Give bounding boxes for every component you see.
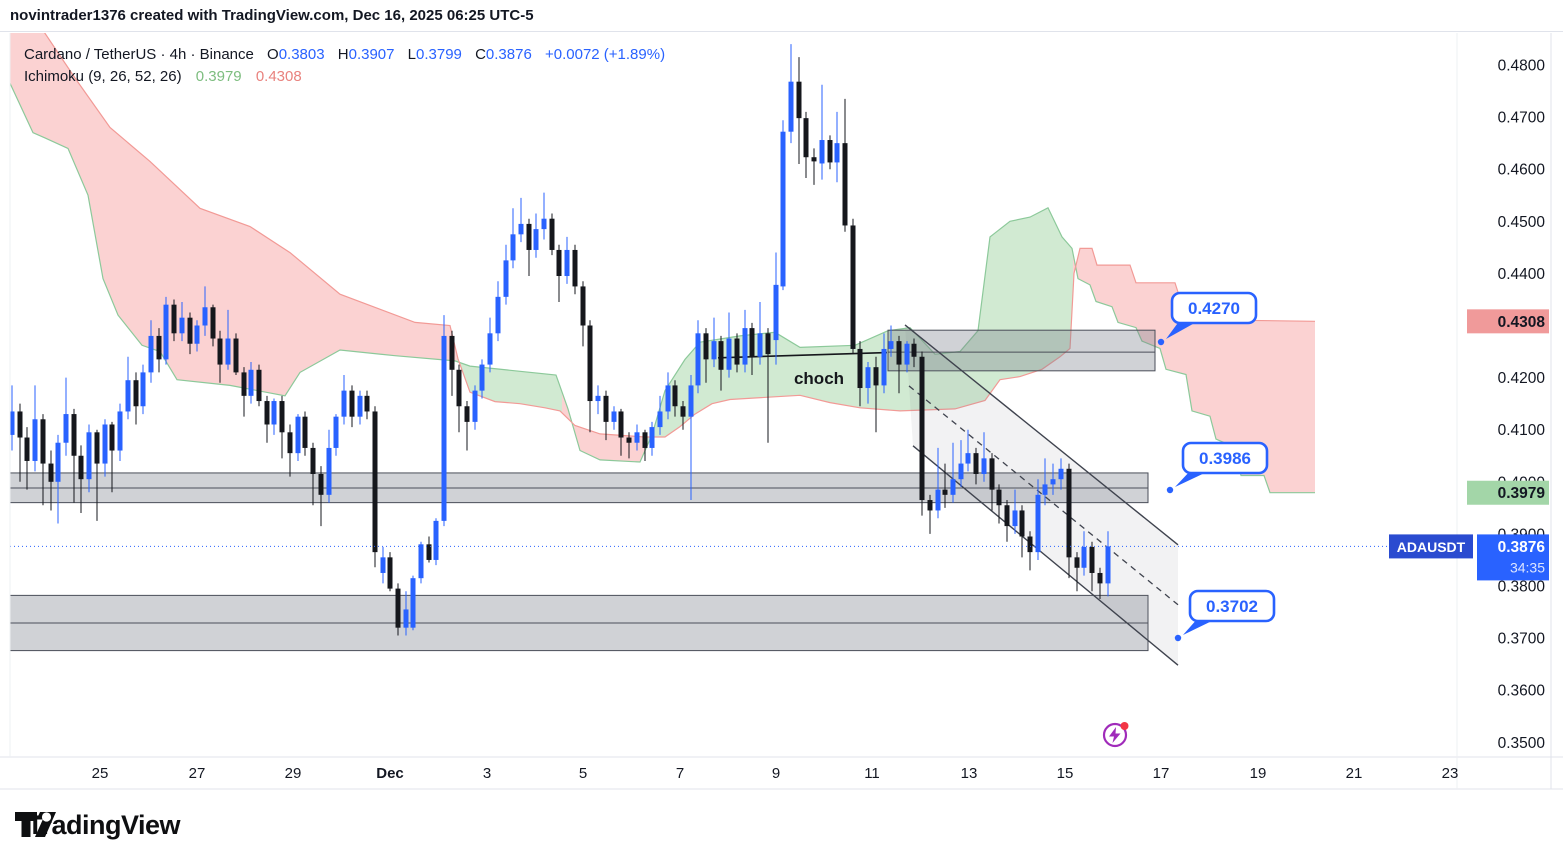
callout-price-text: 0.3702 [1206,597,1258,616]
plot-area[interactable]: choch [10,0,1458,666]
attribution-text: novintrader1376 created with TradingView… [10,7,534,24]
price-tick-0.4200: 0.4200 [1498,370,1546,387]
channel-upper-line [904,324,1179,546]
supply-zone[interactable] [887,329,1156,372]
senkou-b-value: 0.4308 [255,68,302,85]
time-tick-27: 27 [189,765,206,782]
price-axis[interactable]: 0.4800 0.4700 0.4600 0.4500 0.4400 0.4200 0.41… [1498,58,1546,752]
price-tick-0.4100: 0.4100 [1498,422,1546,439]
cloud-segment-red [1073,248,1315,493]
indicator-legend-row[interactable]: Ichimoku (9, 26, 52, 26) 0.3979 0.4308 [24,66,665,88]
channel-median-line [908,385,1179,606]
time-tick-29: 29 [285,765,302,782]
price-tick-0.3600: 0.3600 [1498,683,1546,700]
price-tick-0.4700: 0.4700 [1498,110,1546,127]
notification-dot [1120,722,1129,730]
senkou-span-b-line [44,33,1316,438]
time-tick-15: 15 [1057,765,1074,782]
demand-zone-2[interactable] [10,594,1149,652]
tradingview-logo-icon [15,812,56,837]
price-tick-0.3800: 0.3800 [1498,579,1546,596]
flash-icon[interactable] [1102,722,1129,748]
close-label: C [475,46,486,63]
price-tick-0.4800: 0.4800 [1498,58,1546,75]
svg-text:0.3876: 0.3876 [1498,539,1546,556]
high-value: 0.3907 [348,46,395,63]
chart-legend: Cardano / TetherUS · 4h · Binance O0.380… [24,44,665,88]
callout-anchor-dot [1166,486,1174,494]
high-label: H [337,46,349,63]
senkou-b-axis-badge: 0.4308 [1467,309,1549,334]
indicator-title[interactable]: Ichimoku (9, 26, 52, 26) [24,68,182,85]
price-callout[interactable]: 0.4270 [1157,291,1258,346]
change-value: +0.0072 (+1.89%) [544,46,666,63]
channel-lower-line [912,445,1179,666]
time-tick-Dec: Dec [376,765,404,782]
price-tick-0.4600: 0.4600 [1498,162,1546,179]
time-tick-7: 7 [676,765,684,782]
time-axis[interactable]: 25 27 29 Dec 3 5 7 9 11 13 15 17 19 21 23 [92,765,1459,782]
senkou-a-value: 0.3979 [195,68,242,85]
time-tick-21: 21 [1346,765,1363,782]
cloud-segment-red [10,33,457,396]
cloud-segment-green [647,207,1073,447]
callout-price-text: 0.4270 [1188,299,1240,318]
tradingview-footer[interactable]: TradingView [15,810,181,841]
last-price-badge: ADAUSDT 0.3876 34:35 [1389,534,1549,581]
close-value: 0.3876 [485,46,532,63]
time-tick-23: 23 [1442,765,1459,782]
senkou-span-a-line [10,82,1315,494]
time-tick-19: 19 [1250,765,1267,782]
candlestick-series[interactable] [10,44,1111,636]
time-tick-9: 9 [772,765,780,782]
bar-countdown: 34:35 [1510,559,1545,575]
open-label: O [267,46,279,63]
symbol-title[interactable]: Cardano / TetherUS · 4h · Binance [24,46,254,63]
demand-zone-1[interactable] [10,472,1149,504]
cloud-segment-red [562,391,647,462]
price-callout[interactable]: 0.3702 [1174,589,1276,642]
time-tick-17: 17 [1153,765,1170,782]
time-tick-25: 25 [92,765,109,782]
time-tick-3: 3 [483,765,491,782]
price-tick-0.3700: 0.3700 [1498,631,1546,648]
callout-price-text: 0.3986 [1199,449,1251,468]
senkou-a-axis-badge: 0.3979 [1467,480,1549,505]
low-value: 0.3799 [416,46,462,63]
symbol-legend-row[interactable]: Cardano / TetherUS · 4h · Binance O0.380… [24,44,665,66]
low-label: L [407,46,417,63]
svg-text:0.4308: 0.4308 [1498,314,1546,331]
price-tick-0.4400: 0.4400 [1498,266,1546,283]
price-tick-0.3500: 0.3500 [1498,735,1546,752]
time-tick-11: 11 [864,765,880,782]
time-tick-5: 5 [579,765,587,782]
choch-label[interactable]: choch [794,369,844,388]
svg-text:0.3979: 0.3979 [1498,485,1546,502]
callout-anchor-dot [1157,338,1165,346]
symbol-tag: ADAUSDT [1397,539,1466,555]
attribution-bar: novintrader1376 created with TradingView… [0,0,1563,32]
price-tick-0.4500: 0.4500 [1498,214,1546,231]
open-value: 0.3803 [278,46,325,63]
callout-anchor-dot [1174,634,1182,642]
time-tick-13: 13 [961,765,978,782]
price-callout[interactable]: 0.3986 [1166,441,1269,494]
